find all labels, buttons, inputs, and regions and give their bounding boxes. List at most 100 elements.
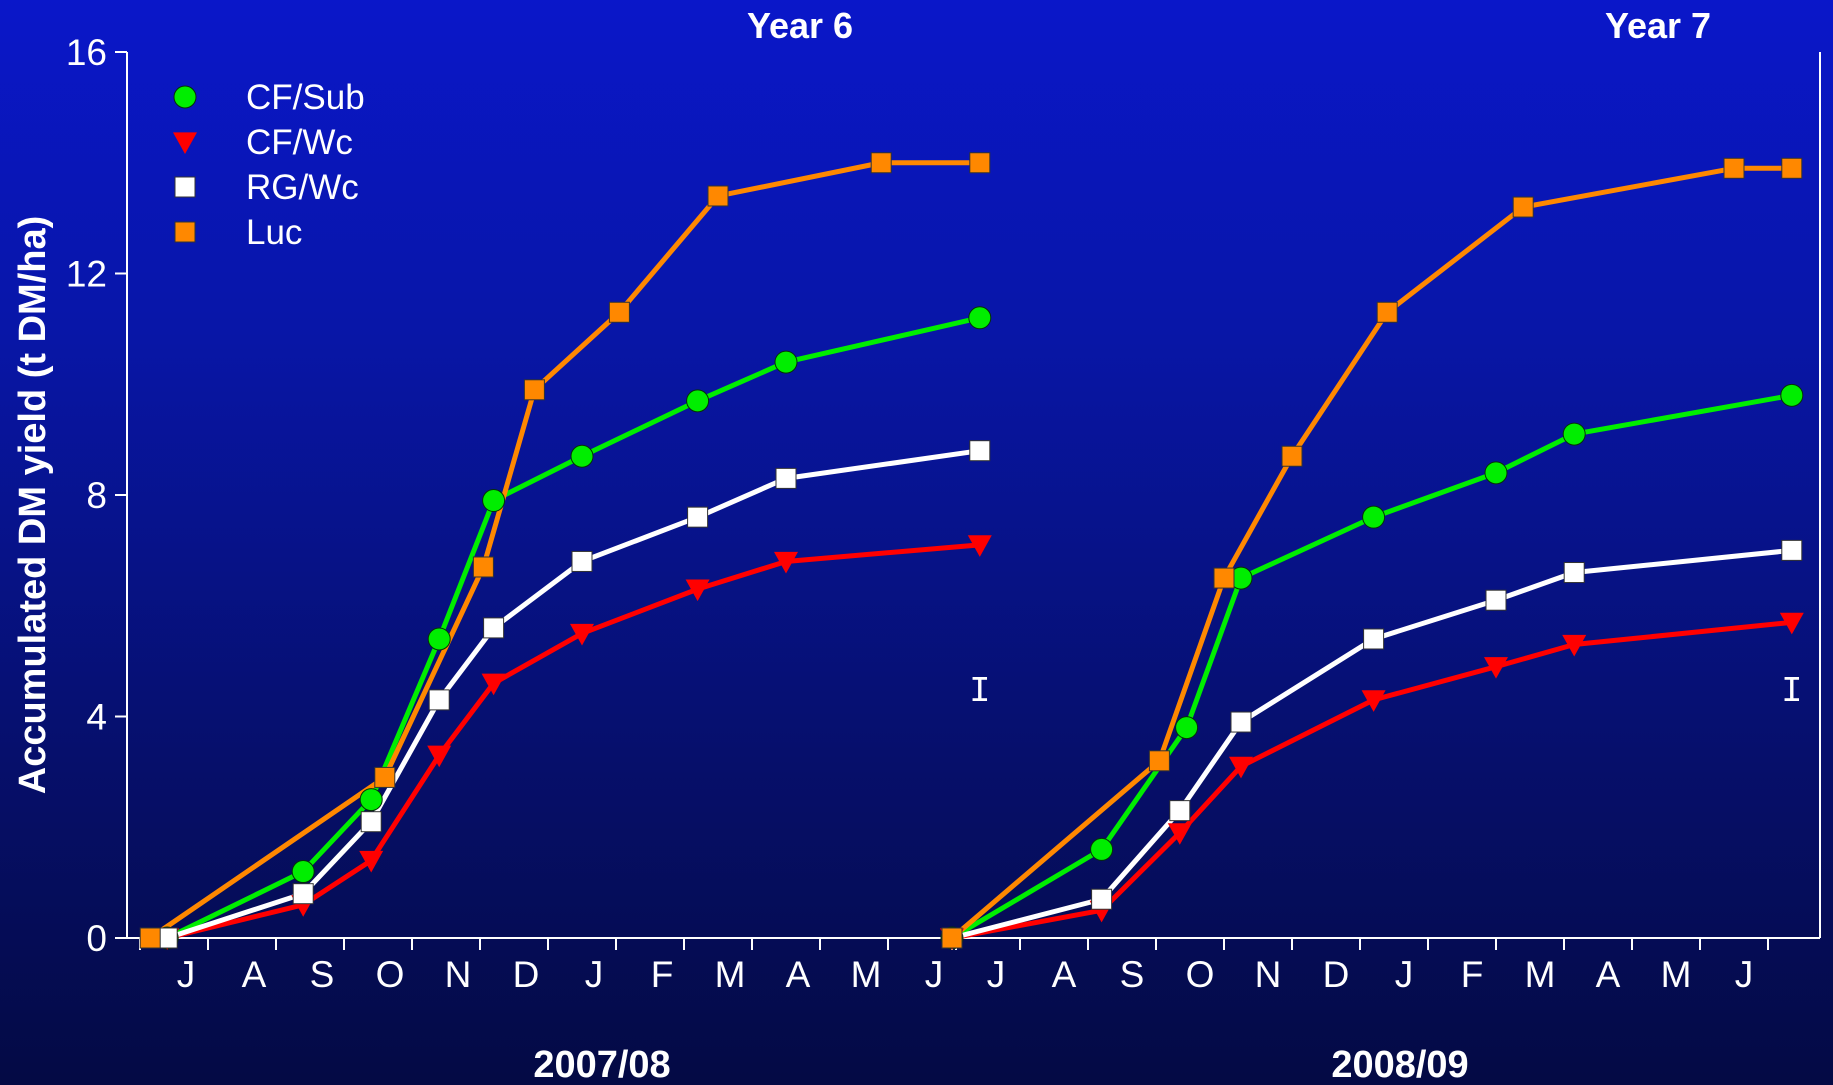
data-point-luc (1281, 445, 1303, 467)
data-point-rg-wc (1230, 711, 1252, 733)
data-point-luc (139, 927, 161, 949)
x-tick-label-month: A (1052, 954, 1077, 995)
series-line-cf-wc (951, 619, 1793, 941)
legend-label: CF/Sub (246, 78, 365, 117)
data-point-cf-wc (481, 673, 506, 696)
data-point-cf-sub (570, 444, 594, 468)
data-point-luc (870, 152, 892, 174)
season-label: 2007/08 (533, 1044, 670, 1085)
y-tick-label: 0 (86, 918, 107, 959)
data-point-luc (1512, 196, 1534, 218)
legend-label: RG/Wc (246, 168, 359, 207)
y-tick-label: 16 (66, 32, 107, 73)
data-point-cf-wc (1779, 612, 1804, 635)
data-point-cf-sub (1362, 505, 1386, 529)
x-tick-label-month: O (1186, 954, 1215, 995)
data-point-cf-wc (1229, 756, 1253, 779)
data-point-rg-wc (1091, 888, 1113, 910)
data-point-luc (1376, 301, 1398, 323)
data-point-cf-sub (774, 350, 798, 374)
y-tick-label: 4 (86, 697, 107, 738)
x-tick-label-month: A (786, 954, 811, 995)
legend-label: CF/Wc (246, 123, 353, 162)
data-point-cf-sub (1780, 383, 1804, 407)
data-point-luc (1213, 567, 1235, 589)
x-tick-label-month: J (177, 954, 196, 995)
data-point-rg-wc (1485, 589, 1507, 611)
x-tick-label-month: S (310, 954, 335, 995)
legend-marker-cf-sub (173, 85, 197, 109)
data-point-rg-wc (483, 617, 505, 639)
data-point-luc (707, 185, 729, 207)
x-tick-label-month: D (1323, 954, 1350, 995)
data-point-cf-sub (359, 788, 383, 812)
legend-marker-cf-wc (173, 132, 197, 154)
data-point-cf-sub (1090, 837, 1114, 861)
data-point-cf-wc (967, 535, 992, 557)
x-tick-label-month: A (242, 954, 267, 995)
x-tick-label-month: J (987, 954, 1006, 995)
x-tick-label-month: F (1461, 954, 1484, 995)
data-point-cf-wc (685, 579, 710, 602)
data-point-luc (1148, 750, 1170, 772)
lsd-error-bar: I (969, 671, 991, 712)
data-point-cf-sub (686, 389, 710, 413)
data-point-cf-wc (427, 745, 452, 768)
data-point-luc (523, 379, 545, 401)
data-point-cf-sub (427, 627, 451, 651)
data-point-cf-wc (1361, 690, 1386, 712)
year-label: Year 7 (1605, 5, 1711, 46)
series-line-rg-wc (166, 448, 981, 941)
data-point-cf-sub (1562, 422, 1586, 446)
data-point-rg-wc (969, 440, 991, 462)
y-tick-label: 12 (66, 254, 107, 295)
data-point-rg-wc (428, 689, 450, 711)
legend-marker-luc (174, 221, 196, 243)
data-point-rg-wc (687, 506, 709, 528)
season-label: 2008/09 (1331, 1044, 1468, 1085)
x-tick-label-month: J (1395, 954, 1414, 995)
data-point-cf-sub (1175, 716, 1199, 740)
legend-label: Luc (246, 213, 302, 252)
x-tick-label-month: N (445, 954, 472, 995)
data-point-cf-sub (1484, 461, 1508, 485)
x-tick-label-month: J (585, 954, 604, 995)
data-point-rg-wc (1169, 800, 1191, 822)
data-point-cf-wc (1484, 657, 1508, 679)
x-tick-label-month: A (1596, 954, 1621, 995)
data-point-cf-wc (1562, 634, 1587, 657)
y-axis-title: Accumulated DM yield (t DM/ha) (12, 216, 54, 795)
x-tick-label-month: M (851, 954, 882, 995)
data-point-cf-wc (774, 551, 798, 574)
data-point-cf-wc (1167, 823, 1192, 845)
data-point-cf-sub (968, 306, 992, 330)
data-point-rg-wc (292, 883, 314, 905)
data-point-rg-wc (571, 550, 593, 572)
data-point-cf-wc (570, 623, 594, 646)
data-point-cf-wc (359, 850, 384, 873)
data-point-luc (472, 556, 494, 578)
data-point-rg-wc (1363, 628, 1385, 650)
x-tick-label-month: F (651, 954, 674, 995)
legend-marker-rg-wc (174, 176, 196, 198)
y-tick-label: 8 (86, 475, 107, 516)
x-tick-label-month: N (1255, 954, 1282, 995)
data-point-luc (608, 301, 630, 323)
plot-area: 0 4 8 12 16 Accumulated DM yield (t DM/ha) J A S… (12, 5, 1821, 1085)
series-line-cf-sub (950, 392, 1793, 941)
data-point-rg-wc (1563, 562, 1585, 584)
legend: CF/Sub CF/Wc RG/Wc Luc (173, 78, 365, 252)
lsd-error-bar: I (1781, 671, 1803, 712)
x-tick-label-month: J (925, 954, 944, 995)
data-point-luc (941, 927, 963, 949)
data-point-luc (1781, 157, 1803, 179)
x-tick-label-month: O (376, 954, 405, 995)
x-tick-label-month: M (715, 954, 746, 995)
x-tick-label-month: M (1525, 954, 1556, 995)
series-line-rg-wc (951, 547, 1793, 941)
series-line-luc (950, 165, 1792, 940)
data-point-rg-wc (775, 467, 797, 489)
